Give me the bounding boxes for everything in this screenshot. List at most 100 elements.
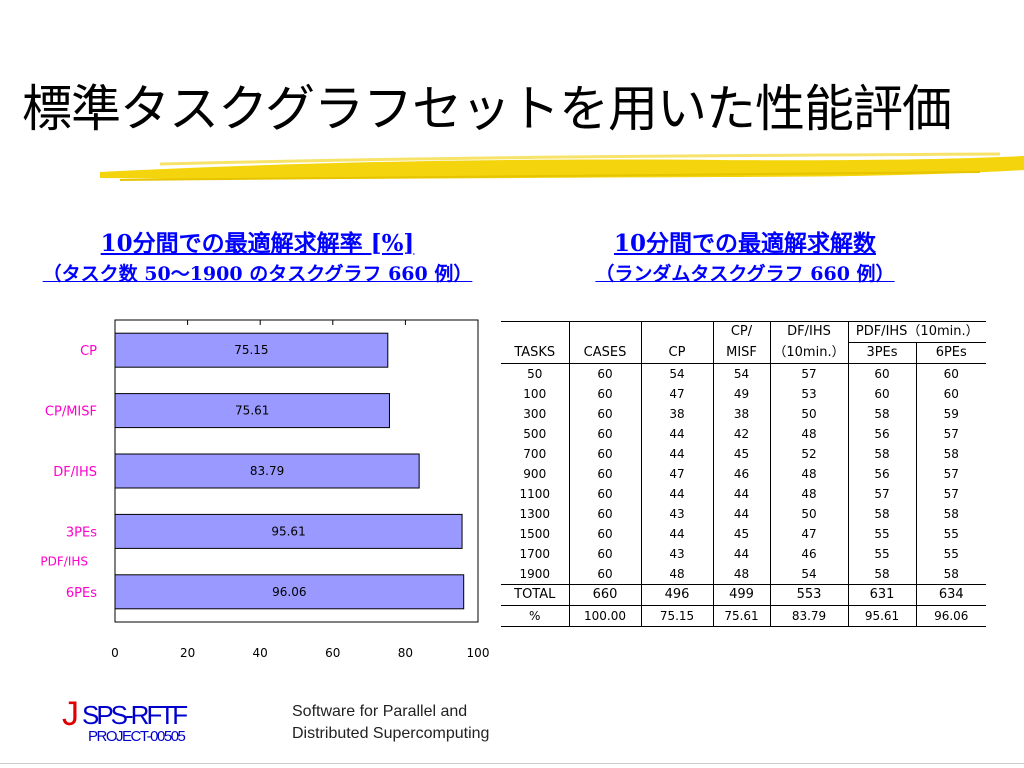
table-cell: 53	[769, 384, 848, 404]
table-cell: 499	[712, 584, 770, 606]
table-cell: 83.79	[769, 605, 848, 627]
table-cell: 48	[640, 564, 713, 585]
footer-divider	[0, 763, 1024, 764]
table-row: 900 60 47 46 48 56 57	[501, 464, 986, 484]
bar	[114, 513, 463, 549]
table-cell: 46	[712, 464, 770, 484]
table-cell: 58	[847, 564, 916, 585]
table-cell: 1700	[519, 547, 551, 561]
table-cell: 47	[640, 384, 713, 404]
table-cell: 55	[847, 544, 916, 564]
table-cell: 50	[527, 367, 543, 381]
table-row: 100 60 47 49 53 60 60	[501, 384, 986, 404]
table-cell: 96.06	[915, 605, 986, 627]
table-row: 700 60 44 45 52 58 58	[501, 444, 986, 464]
category-label: CP/MISF	[45, 405, 97, 420]
table-cell: 58	[915, 564, 986, 585]
table-cell: %	[501, 605, 569, 627]
table-cell: 47	[769, 524, 848, 544]
table-cell: 59	[915, 404, 986, 424]
table-cell: 57	[915, 484, 986, 504]
table-row: 1300 60 43 44 50 58 58	[501, 504, 986, 524]
table-cell: 56	[847, 464, 916, 484]
x-tick-label: 100	[467, 646, 490, 660]
table-row: 300 60 38 38 50 58 59	[501, 404, 986, 424]
table-cell: 44	[712, 484, 770, 504]
table-row: 1100 60 44 44 48 57 57	[501, 484, 986, 504]
logo-letter: J	[62, 695, 79, 733]
table-cell: 57	[769, 363, 848, 384]
table-cell: 500	[523, 427, 547, 441]
table-cell: 44	[640, 424, 713, 444]
table-cell: 52	[769, 444, 848, 464]
left-heading-line1: 10分間での最適解求解率 [%]	[100, 230, 415, 257]
table-cell: 48	[769, 464, 848, 484]
header-cell	[568, 321, 641, 343]
table-cell: 60	[568, 544, 641, 564]
table-cell: 60	[847, 363, 916, 384]
table-cell: 58	[847, 444, 916, 464]
table-cell: 1900	[519, 567, 551, 581]
header-cell: TASKS	[501, 342, 569, 364]
category-label: 6PEs	[66, 586, 97, 601]
category-label: CP	[80, 344, 97, 359]
table-cell: 55	[915, 524, 986, 544]
table-cell: 1100	[519, 487, 551, 501]
table-cell: 45	[712, 524, 770, 544]
table-cell: 700	[523, 447, 547, 461]
header-cell: 6PEs	[915, 342, 986, 364]
table-cell: 54	[712, 363, 770, 384]
table-cell: 75.61	[712, 605, 770, 627]
table-cell: 38	[712, 404, 770, 424]
table-cell: 60	[847, 384, 916, 404]
table-cell: 900	[523, 467, 547, 481]
footer-line1: Software for Parallel and	[292, 703, 468, 720]
table-cell: 44	[712, 544, 770, 564]
table-cell: 54	[769, 564, 848, 585]
table-cell: 50	[769, 504, 848, 524]
header-cell	[640, 321, 713, 343]
table-cell: 1500	[519, 527, 551, 541]
table-cell: 58	[915, 504, 986, 524]
table-cell: 38	[640, 404, 713, 424]
bar-value-label: 95.61	[271, 524, 305, 538]
header-cell: PDF/IHS（10min.）	[847, 321, 986, 343]
category-label: DF/IHS	[53, 465, 97, 480]
right-heading-line1: 10分間での最適解求解数	[613, 230, 876, 257]
table-row: 1900 60 48 48 54 58 58	[501, 564, 986, 585]
table-cell: 300	[523, 407, 547, 421]
header-cell: CASES	[568, 342, 641, 364]
table-cell: 60	[915, 384, 986, 404]
table-cell: 48	[769, 424, 848, 444]
table-cell: 58	[847, 404, 916, 424]
table-cell: 56	[847, 424, 916, 444]
table-cell: 49	[712, 384, 770, 404]
header-cell: CP	[640, 342, 713, 364]
table-header-row: CP/DF/IHS PDF/IHS（10min.）	[501, 321, 986, 343]
table-row: 500 60 44 42 48 56 57	[501, 424, 986, 444]
bar	[114, 453, 420, 489]
table-row: 50 60 54 54 57 60 60	[501, 363, 986, 384]
right-table-heading: 10分間での最適解求解数 （ランダムタスクグラフ 660 例）	[520, 228, 970, 288]
table-cell: 55	[847, 524, 916, 544]
x-tick-label: 20	[180, 646, 195, 660]
bar	[114, 574, 465, 610]
table-cell: 48	[769, 484, 848, 504]
table-cell: 631	[847, 584, 916, 606]
bar-value-label: 96.06	[272, 585, 306, 599]
yellow-brush-underline	[100, 152, 1024, 181]
table-cell: 48	[712, 564, 770, 585]
table-cell: 60	[568, 484, 641, 504]
table-cell: 44	[640, 484, 713, 504]
table-cell: 60	[568, 384, 641, 404]
slide-title: 標準タスクグラフセットを用いた性能評価	[22, 80, 952, 138]
header-cell: DF/IHS	[769, 321, 848, 343]
table-cell: 58	[915, 444, 986, 464]
table-cell: 42	[712, 424, 770, 444]
x-tick-label: 60	[325, 646, 340, 660]
table-total-row: TOTAL 660 496 499 553 631 634	[501, 584, 986, 606]
table-cell: 57	[915, 424, 986, 444]
table-cell: 57	[915, 464, 986, 484]
table-cell: 58	[847, 504, 916, 524]
table-cell: 95.61	[847, 605, 916, 627]
